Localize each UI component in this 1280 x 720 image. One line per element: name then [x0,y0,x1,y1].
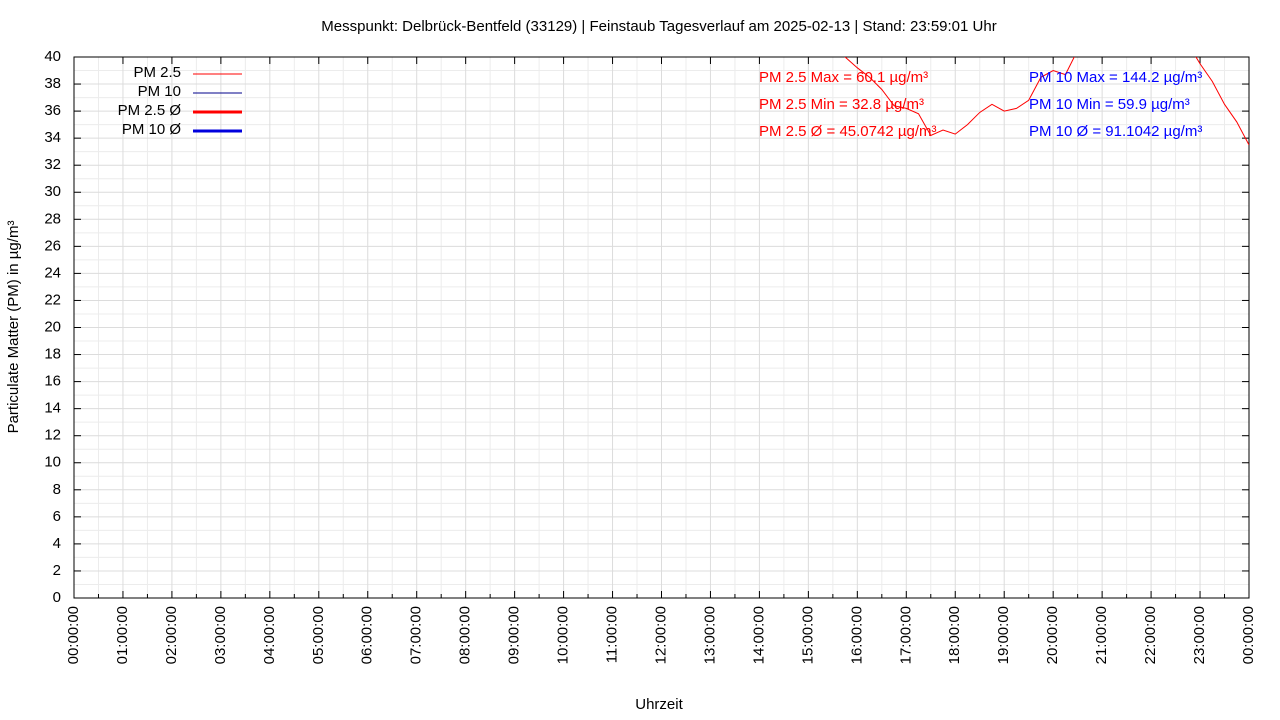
plot-area [844,57,1249,146]
x-tick-label: 16:00:00 [848,606,865,664]
x-tick-label: 06:00:00 [359,606,376,664]
legend-label: PM 2.5 Ø [118,102,182,119]
annotation: PM 2.5 Max = 60.1 µg/m³ [759,69,928,86]
plot-border [73,56,1250,599]
y-tick-label: 20 [44,318,61,335]
x-axis-label: Uhrzeit [635,696,683,713]
x-tick-label: 13:00:00 [701,606,718,664]
y-tick-label: 24 [44,264,61,281]
x-tick-label: 17:00:00 [897,606,914,664]
x-tick-label: 23:00:00 [1191,606,1208,664]
x-tick-label: 08:00:00 [457,606,474,664]
annotation: PM 2.5 Min = 32.8 µg/m³ [759,96,924,113]
y-tick-label: 32 [44,156,61,173]
y-tick-label: 16 [44,373,61,390]
y-tick-label: 18 [44,346,61,363]
annotation: PM 10 Max = 144.2 µg/m³ [1029,69,1202,86]
y-tick-label: 10 [44,454,61,471]
data-line [844,57,1249,146]
y-axis-label: Particulate Matter (PM) in µg/m³ [5,221,22,434]
y-tick-label: 12 [44,427,61,444]
x-tick-label: 07:00:00 [408,606,425,664]
y-tick-label: 2 [53,562,61,579]
legend-label: PM 10 Ø [122,121,182,138]
y-tick-label: 28 [44,210,61,227]
y-tick-label: 8 [53,481,61,498]
x-tick-label: 21:00:00 [1093,606,1110,664]
y-tick-label: 40 [44,48,61,65]
y-tick-label: 34 [44,129,61,146]
legend-label: PM 10 [138,83,181,100]
x-tick-label: 19:00:00 [995,606,1012,664]
x-tick-label: 15:00:00 [799,606,816,664]
x-tick-label: 00:00:00 [1240,606,1257,664]
y-tick-label: 6 [53,508,61,525]
legend-label: PM 2.5 [133,64,181,81]
y-tick-label: 38 [44,75,61,92]
y-tick-label: 26 [44,237,61,254]
x-tick-label: 02:00:00 [163,606,180,664]
x-tick-label: 10:00:00 [555,606,572,664]
x-tick-label: 04:00:00 [261,606,278,664]
annotation: PM 2.5 Ø = 45.0742 µg/m³ [759,123,936,140]
x-tick-label: 03:00:00 [212,606,229,664]
chart-title: Messpunkt: Delbrück-Bentfeld (33129) | F… [321,18,996,35]
x-tick-label: 09:00:00 [506,606,523,664]
y-tick-label: 30 [44,183,61,200]
y-tick-label: 4 [53,535,61,552]
x-tick-label: 22:00:00 [1142,606,1159,664]
annotation: PM 10 Ø = 91.1042 µg/m³ [1029,123,1202,140]
x-tick-label: 14:00:00 [750,606,767,664]
x-tick-label: 12:00:00 [652,606,669,664]
x-tick-label: 18:00:00 [946,606,963,664]
annotation: PM 10 Min = 59.9 µg/m³ [1029,96,1190,113]
y-tick-label: 22 [44,291,61,308]
x-tick-label: 01:00:00 [114,606,131,664]
y-tick-label: 14 [44,400,61,417]
x-tick-label: 20:00:00 [1044,606,1061,664]
x-tick-label: 00:00:00 [65,606,82,664]
x-tick-label: 11:00:00 [604,606,621,663]
y-tick-label: 36 [44,102,61,119]
y-tick-label: 0 [53,589,61,606]
x-tick-label: 05:00:00 [310,606,327,664]
